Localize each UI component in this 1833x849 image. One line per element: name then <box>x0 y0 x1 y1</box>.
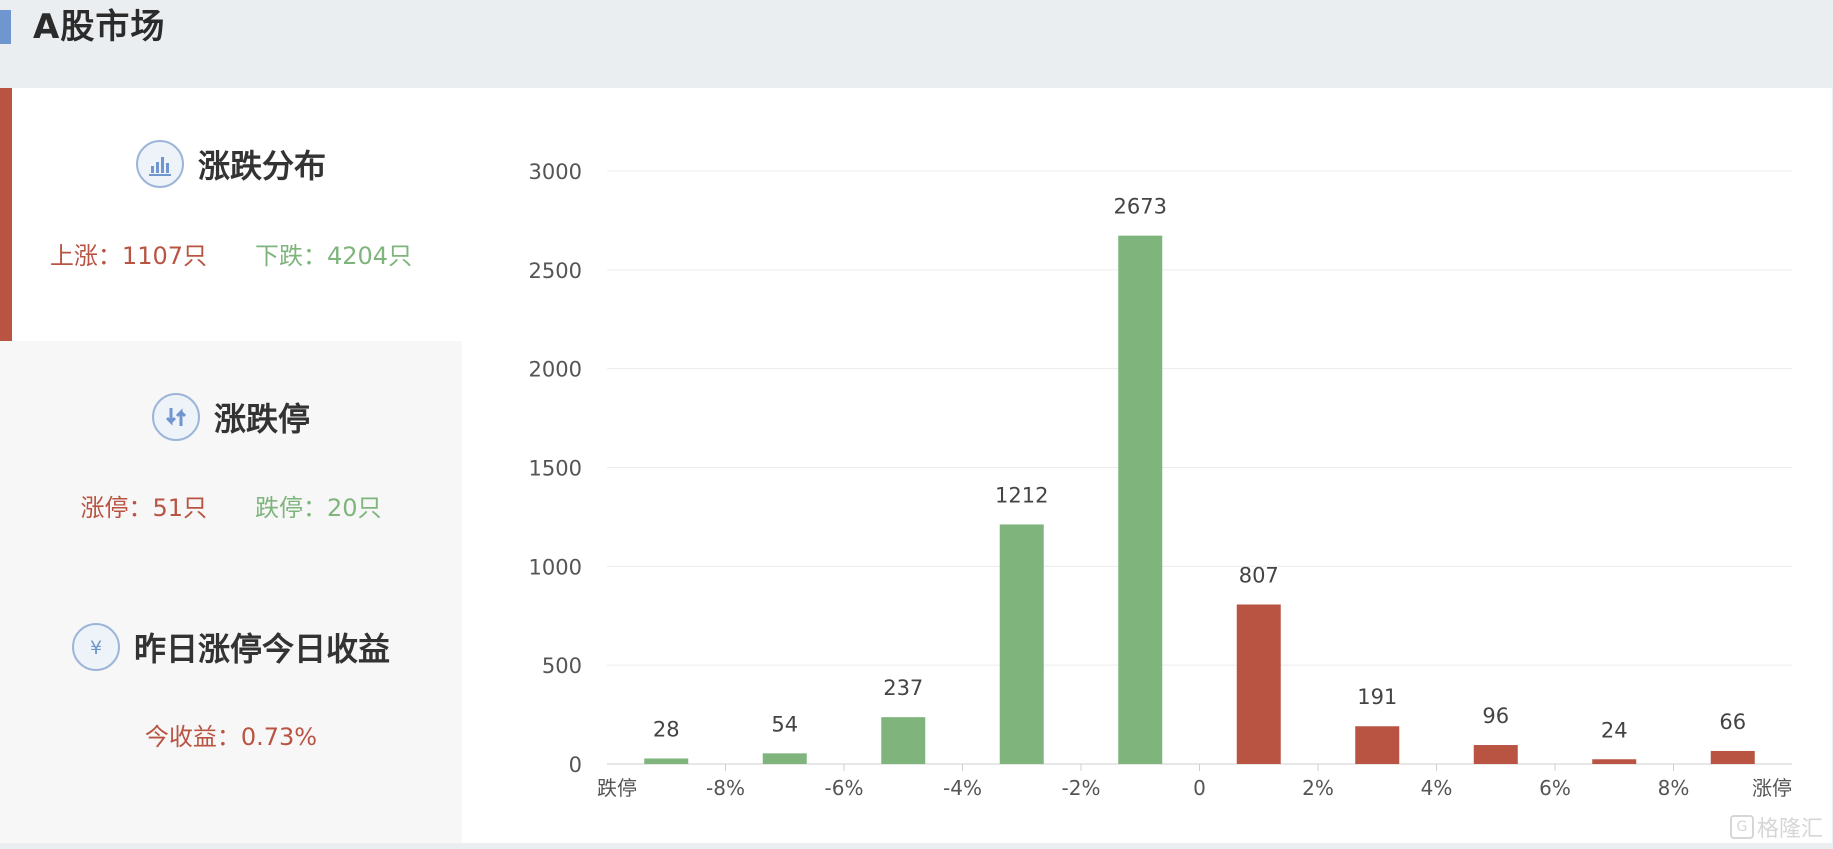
stat-values-distribution: 上涨：1107只 下跌：4204只 <box>0 236 462 271</box>
y-tick-label: 3000 <box>529 160 582 184</box>
x-tick-label: -6% <box>825 776 864 800</box>
y-tick-label: 2000 <box>529 358 582 382</box>
bar-6%~8% <box>1592 759 1637 764</box>
bar-value-label: 96 <box>1482 704 1509 728</box>
stat-values-yesterday: 今收益：0.73% <box>0 717 462 752</box>
stat-title-limit: 涨跌停 <box>213 400 310 438</box>
stat-head-yesterday: ¥ 昨日涨停今日收益 <box>0 623 462 671</box>
stat-head-limit: 涨跌停 <box>0 393 462 441</box>
stat-tab-limit[interactable]: 涨跌停 涨停：51只 跌停：20只 <box>0 341 462 571</box>
stats-sidebar: 涨跌分布 上涨：1107只 下跌：4204只 涨跌停 涨停：51只 跌停：20只 <box>0 88 462 843</box>
fall-count: 下跌：4204只 <box>255 242 413 270</box>
page-header: A股市场 <box>0 0 1833 88</box>
bar-value-label: 237 <box>883 676 923 700</box>
bar-chart-icon <box>135 140 184 188</box>
bar-2%~4% <box>1355 726 1400 764</box>
x-tick-label: 涨停 <box>1752 776 1792 800</box>
page-title: A股市场 <box>33 7 166 47</box>
bar--4%~-2% <box>999 524 1044 764</box>
stat-values-limit: 涨停：51只 跌停：20只 <box>0 488 462 523</box>
bar-value-label: 191 <box>1357 685 1397 709</box>
x-tick-label: 8% <box>1658 776 1690 800</box>
y-tick-label: 1000 <box>529 555 582 579</box>
x-tick-label: -8% <box>706 776 745 800</box>
x-tick-label: 6% <box>1539 776 1571 800</box>
rise-count: 上涨：1107只 <box>49 242 207 270</box>
today-return: 今收益：0.73% <box>144 723 318 751</box>
bar--2%~0 <box>1118 235 1163 765</box>
x-tick-label: 2% <box>1302 776 1334 800</box>
y-tick-label: 0 <box>569 753 582 777</box>
active-tab-indicator <box>0 88 12 341</box>
x-tick-label: -4% <box>943 776 982 800</box>
svg-text:¥: ¥ <box>90 637 102 659</box>
x-tick-label: 0 <box>1193 776 1206 800</box>
stat-title-distribution: 涨跌分布 <box>197 147 326 185</box>
bar--6%~-4% <box>881 717 926 764</box>
stat-title-yesterday: 昨日涨停今日收益 <box>133 630 390 668</box>
bar-value-label: 2673 <box>1114 195 1167 219</box>
watermark: G 格隆汇 <box>1729 811 1823 843</box>
up-down-arrows-icon <box>151 393 200 441</box>
bar-value-label: 807 <box>1239 563 1279 587</box>
x-tick-label: -2% <box>1062 776 1101 800</box>
y-tick-label: 2500 <box>529 259 582 283</box>
distribution-chart: 0 500 1000 1500 2000 2500 3000 跌停 -8% -6% -4% -2% 0 2… <box>462 88 1832 843</box>
bar-跌停 <box>644 758 689 764</box>
bar-value-label: 54 <box>771 712 798 736</box>
stat-tab-yesterday-limit[interactable]: ¥ 昨日涨停今日收益 今收益：0.73% <box>0 571 462 843</box>
watermark-text: 格隆汇 <box>1756 817 1823 842</box>
bar-value-label: 66 <box>1719 710 1746 734</box>
y-tick-label: 500 <box>542 654 582 678</box>
bar-value-label: 24 <box>1601 718 1628 742</box>
bar-涨停 <box>1710 750 1755 764</box>
bar--8%~-6% <box>762 753 807 764</box>
watermark-logo: G <box>1729 815 1754 839</box>
bar-0~2% <box>1236 604 1281 764</box>
limit-up-count: 涨停：51只 <box>80 494 207 522</box>
bar-value-label: 1212 <box>995 483 1048 507</box>
stat-tab-distribution[interactable]: 涨跌分布 上涨：1107只 下跌：4204只 <box>0 88 462 341</box>
y-tick-label: 1500 <box>529 457 582 481</box>
limit-down-count: 跌停：20只 <box>255 494 382 522</box>
stat-head-distribution: 涨跌分布 <box>0 140 462 188</box>
bar-4%~6% <box>1473 745 1518 764</box>
x-tick-label: 4% <box>1421 776 1453 800</box>
x-tick-label: 跌停 <box>597 776 637 800</box>
bar-chart-svg: 0 500 1000 1500 2000 2500 3000 跌停 -8% -6% -4% -2% 0 2… <box>529 160 1792 800</box>
header-accent-bar <box>0 10 11 44</box>
yen-icon: ¥ <box>71 623 120 671</box>
bar-value-label: 28 <box>653 717 680 741</box>
